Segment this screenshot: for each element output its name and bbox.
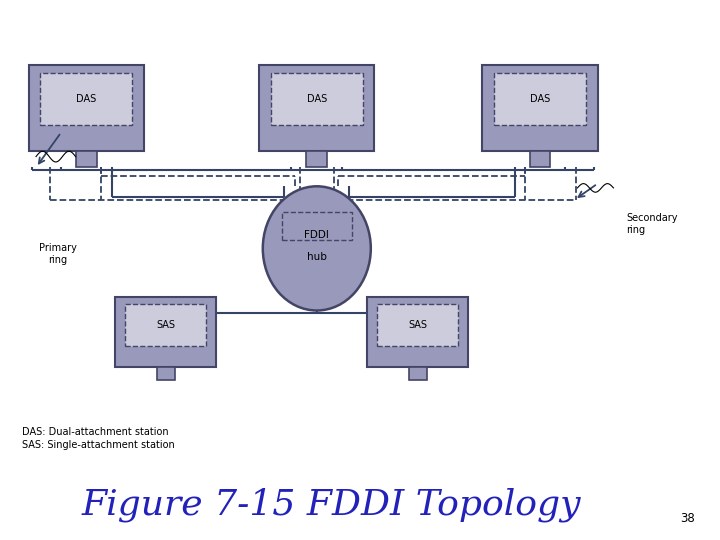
Text: DAS: DAS xyxy=(530,94,550,104)
Text: Figure 7-15 FDDI Topology: Figure 7-15 FDDI Topology xyxy=(81,488,581,522)
Bar xyxy=(76,151,96,167)
Text: Primary
ring: Primary ring xyxy=(39,243,76,265)
Text: DAS: DAS xyxy=(307,94,327,104)
Bar xyxy=(271,73,363,125)
Bar xyxy=(377,304,458,346)
Bar xyxy=(156,367,175,380)
Bar xyxy=(367,297,468,367)
Text: hub: hub xyxy=(307,252,327,261)
Ellipse shape xyxy=(263,186,371,310)
Text: 38: 38 xyxy=(680,512,695,525)
Bar xyxy=(530,151,550,167)
Bar xyxy=(408,367,427,380)
Bar xyxy=(307,151,327,167)
Bar xyxy=(282,212,352,240)
Text: SAS: Single-attachment station: SAS: Single-attachment station xyxy=(22,441,174,450)
Bar xyxy=(494,73,586,125)
Bar xyxy=(115,297,216,367)
Bar xyxy=(259,65,374,151)
Text: SAS: SAS xyxy=(408,320,427,330)
Text: SAS: SAS xyxy=(156,320,175,330)
Text: Secondary
ring: Secondary ring xyxy=(626,213,678,235)
Bar xyxy=(482,65,598,151)
Text: FDDI: FDDI xyxy=(305,230,329,240)
Bar xyxy=(125,304,206,346)
Text: DAS: DAS xyxy=(76,94,96,104)
Bar xyxy=(29,65,144,151)
Bar xyxy=(40,73,132,125)
Text: DAS: Dual-attachment station: DAS: Dual-attachment station xyxy=(22,427,168,437)
